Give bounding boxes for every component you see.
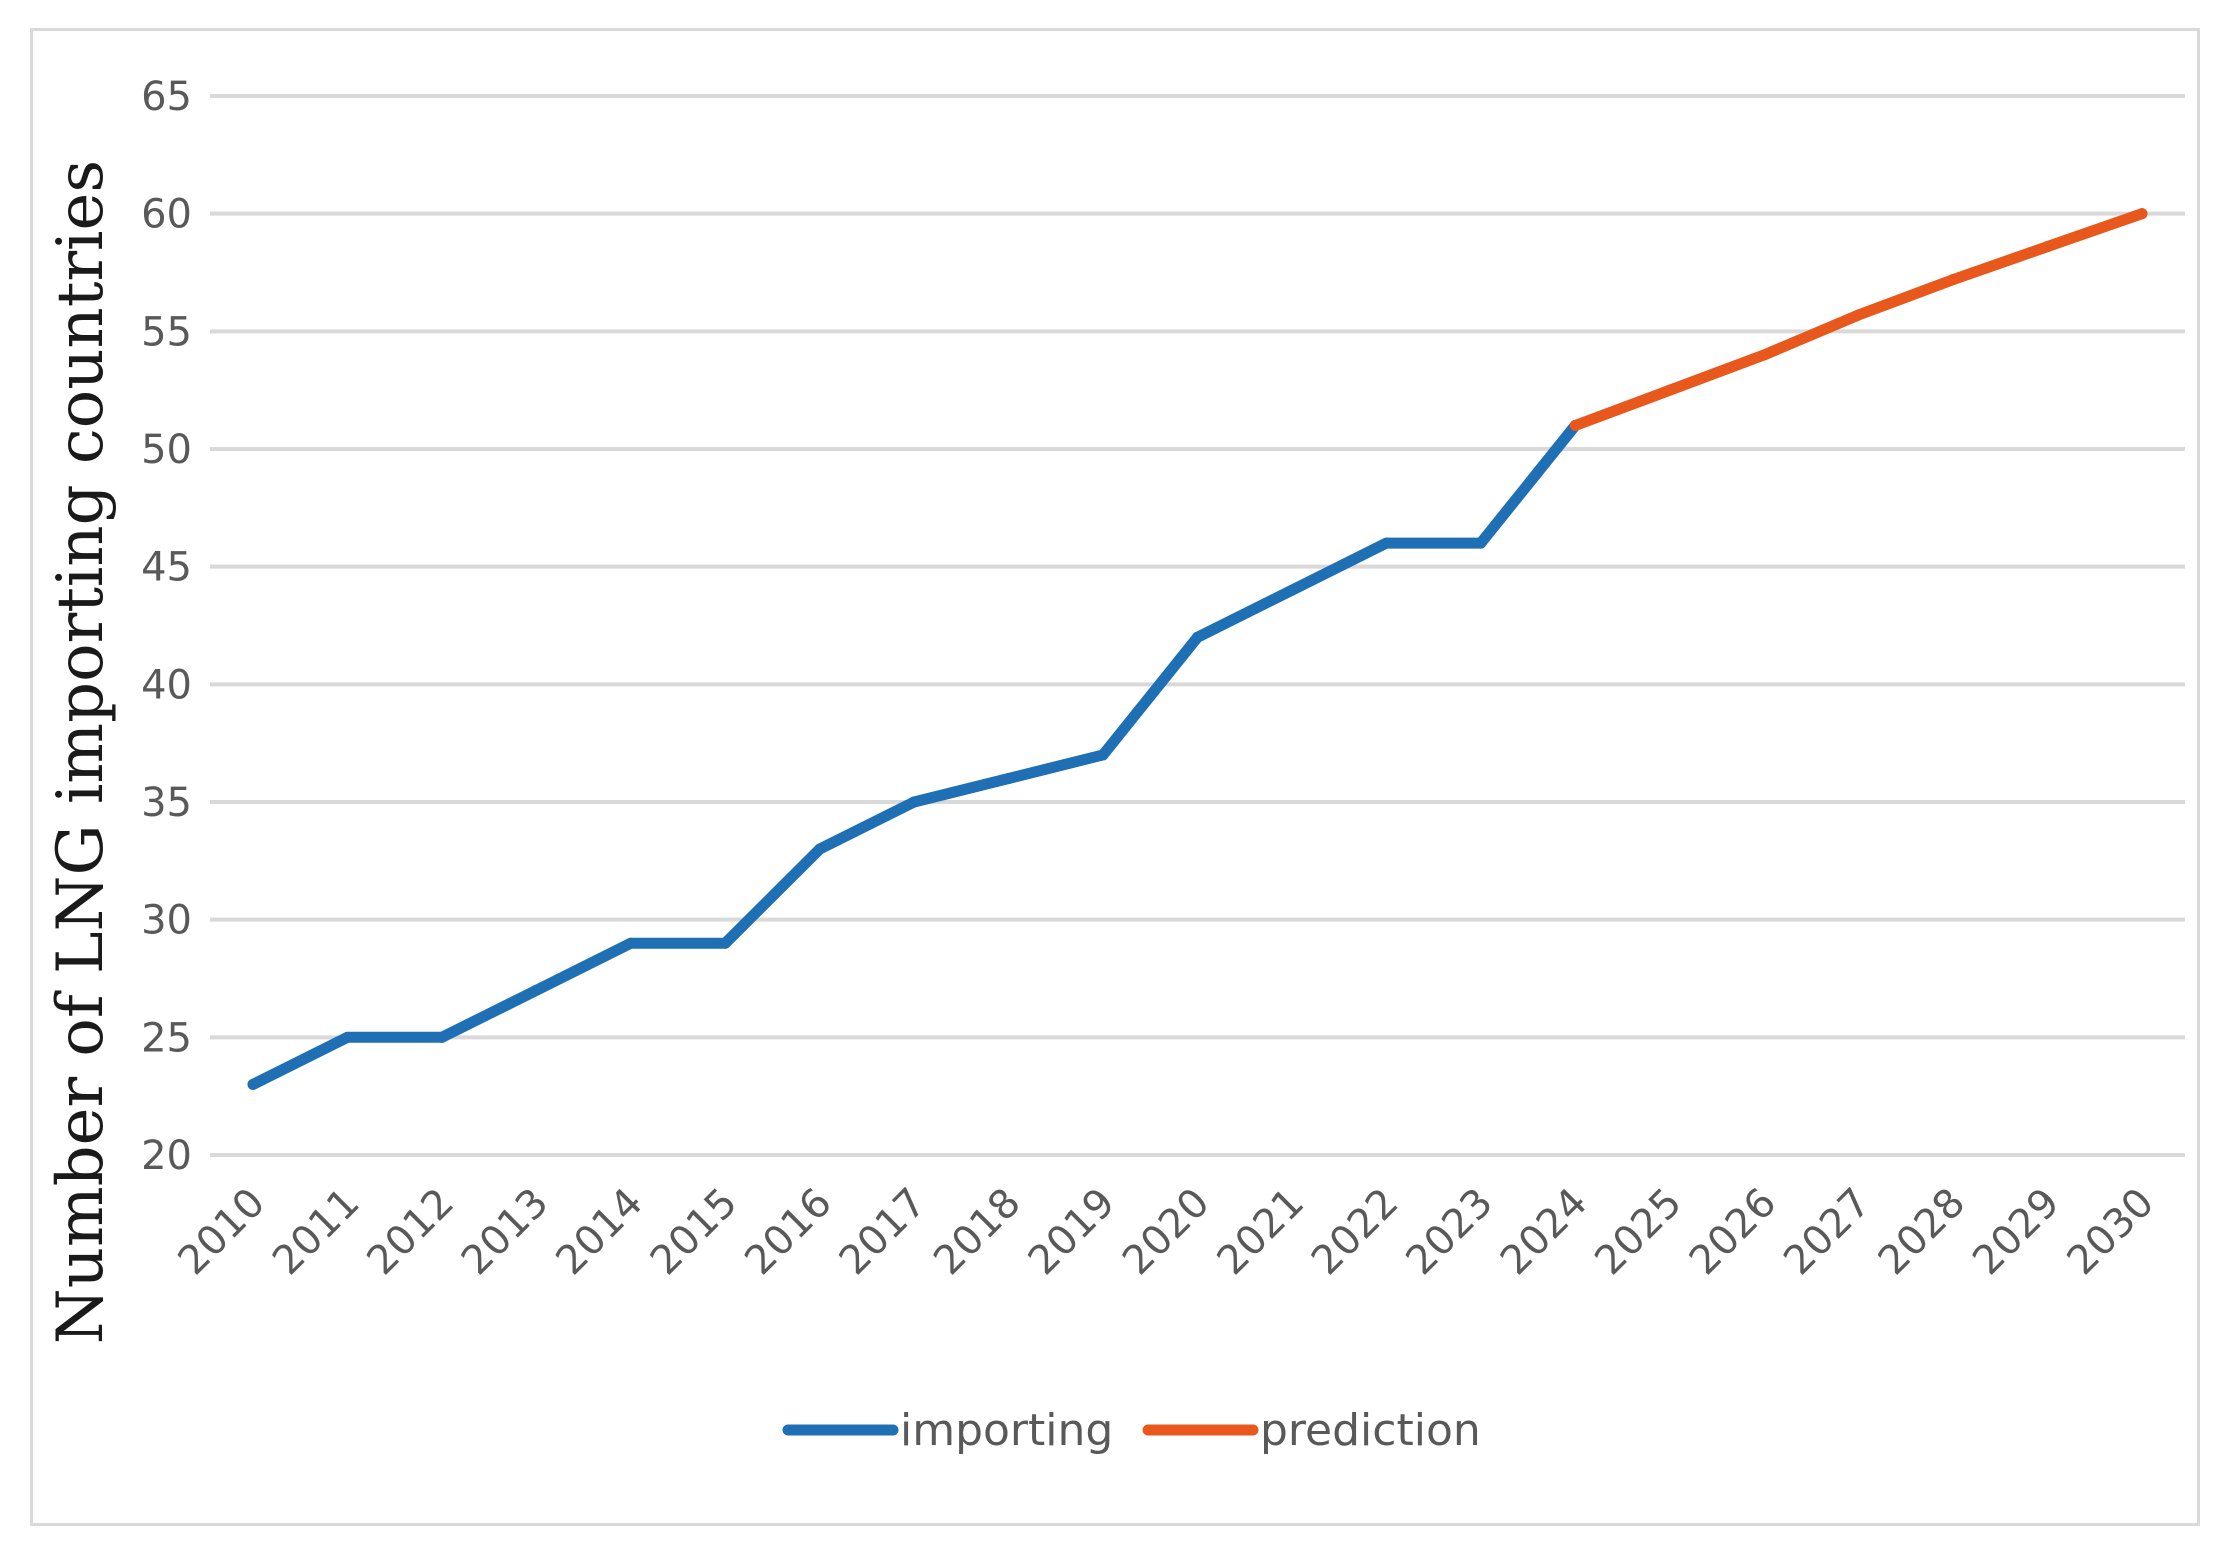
legend: importing prediction — [782, 1405, 1481, 1456]
y-tick-label: 50 — [141, 427, 192, 473]
data-point-importing — [341, 1031, 353, 1043]
x-tick-label: 2030 — [2059, 1180, 2164, 1285]
x-tick-label: 2026 — [1681, 1180, 1786, 1285]
x-tick-label: 2019 — [1020, 1180, 1125, 1285]
x-tick-label: 2027 — [1775, 1180, 1880, 1285]
x-tick-label: 2014 — [547, 1180, 652, 1285]
gridlines — [210, 94, 2185, 1157]
data-point-prediction — [2136, 208, 2148, 220]
y-tick-label: 25 — [141, 1015, 192, 1061]
y-tick-label: 20 — [141, 1133, 192, 1179]
y-tick-label: 65 — [141, 74, 192, 120]
x-tick-label: 2013 — [453, 1180, 558, 1285]
x-tick-label: 2016 — [736, 1180, 841, 1285]
x-tick-label: 2029 — [1964, 1180, 2069, 1285]
y-axis-ticks: 20 25 30 35 40 45 50 55 60 65 — [141, 74, 192, 1179]
x-axis-ticks: 2010201120122013201420152016201720182019… — [170, 1180, 2164, 1285]
x-tick-label: 2010 — [170, 1180, 275, 1285]
y-tick-label: 30 — [141, 898, 192, 944]
data-point-prediction — [2042, 241, 2054, 253]
data-point-prediction — [1758, 349, 1770, 361]
series-lines — [247, 208, 2148, 1090]
data-point-importing — [1003, 772, 1015, 784]
data-point-prediction — [1664, 384, 1676, 396]
data-point-importing — [1192, 631, 1203, 643]
data-point-importing — [908, 796, 920, 808]
x-tick-label: 2020 — [1114, 1180, 1219, 1285]
x-tick-label: 2011 — [264, 1180, 369, 1285]
x-tick-label: 2022 — [1303, 1180, 1408, 1285]
y-tick-label: 45 — [141, 545, 192, 591]
y-tick-label: 55 — [141, 309, 192, 355]
x-tick-label: 2015 — [642, 1180, 747, 1285]
data-point-importing — [1097, 749, 1109, 761]
data-point-prediction — [1947, 274, 1959, 286]
data-point-importing — [1475, 537, 1487, 549]
data-point-importing — [625, 937, 637, 949]
series-line-importing — [247, 420, 1581, 1090]
data-point-importing — [530, 984, 542, 996]
data-point-importing — [814, 843, 826, 855]
y-tick-label: 40 — [141, 662, 192, 708]
x-tick-label: 2017 — [831, 1180, 936, 1285]
x-tick-label: 2021 — [1209, 1180, 1314, 1285]
data-point-importing — [247, 1078, 259, 1090]
y-tick-label: 35 — [141, 780, 192, 826]
x-tick-label: 2018 — [925, 1180, 1030, 1285]
data-point-importing — [1380, 537, 1392, 549]
data-point-prediction — [1853, 309, 1865, 321]
data-point-importing — [719, 937, 731, 949]
x-tick-label: 2024 — [1492, 1180, 1597, 1285]
x-tick-label: 2023 — [1397, 1180, 1502, 1285]
chart-frame — [30, 28, 2200, 1526]
y-axis-label: Number of LNG importing countries — [44, 160, 118, 1345]
data-point-importing — [1286, 584, 1298, 596]
legend-label-prediction: prediction — [1260, 1405, 1481, 1456]
data-point-prediction — [1569, 419, 1581, 431]
x-tick-label: 2012 — [358, 1180, 463, 1285]
y-tick-label: 60 — [141, 192, 192, 238]
x-tick-label: 2028 — [1870, 1180, 1975, 1285]
x-tick-label: 2025 — [1586, 1180, 1691, 1285]
data-point-importing — [436, 1031, 448, 1043]
legend-label-importing: importing — [900, 1405, 1113, 1456]
